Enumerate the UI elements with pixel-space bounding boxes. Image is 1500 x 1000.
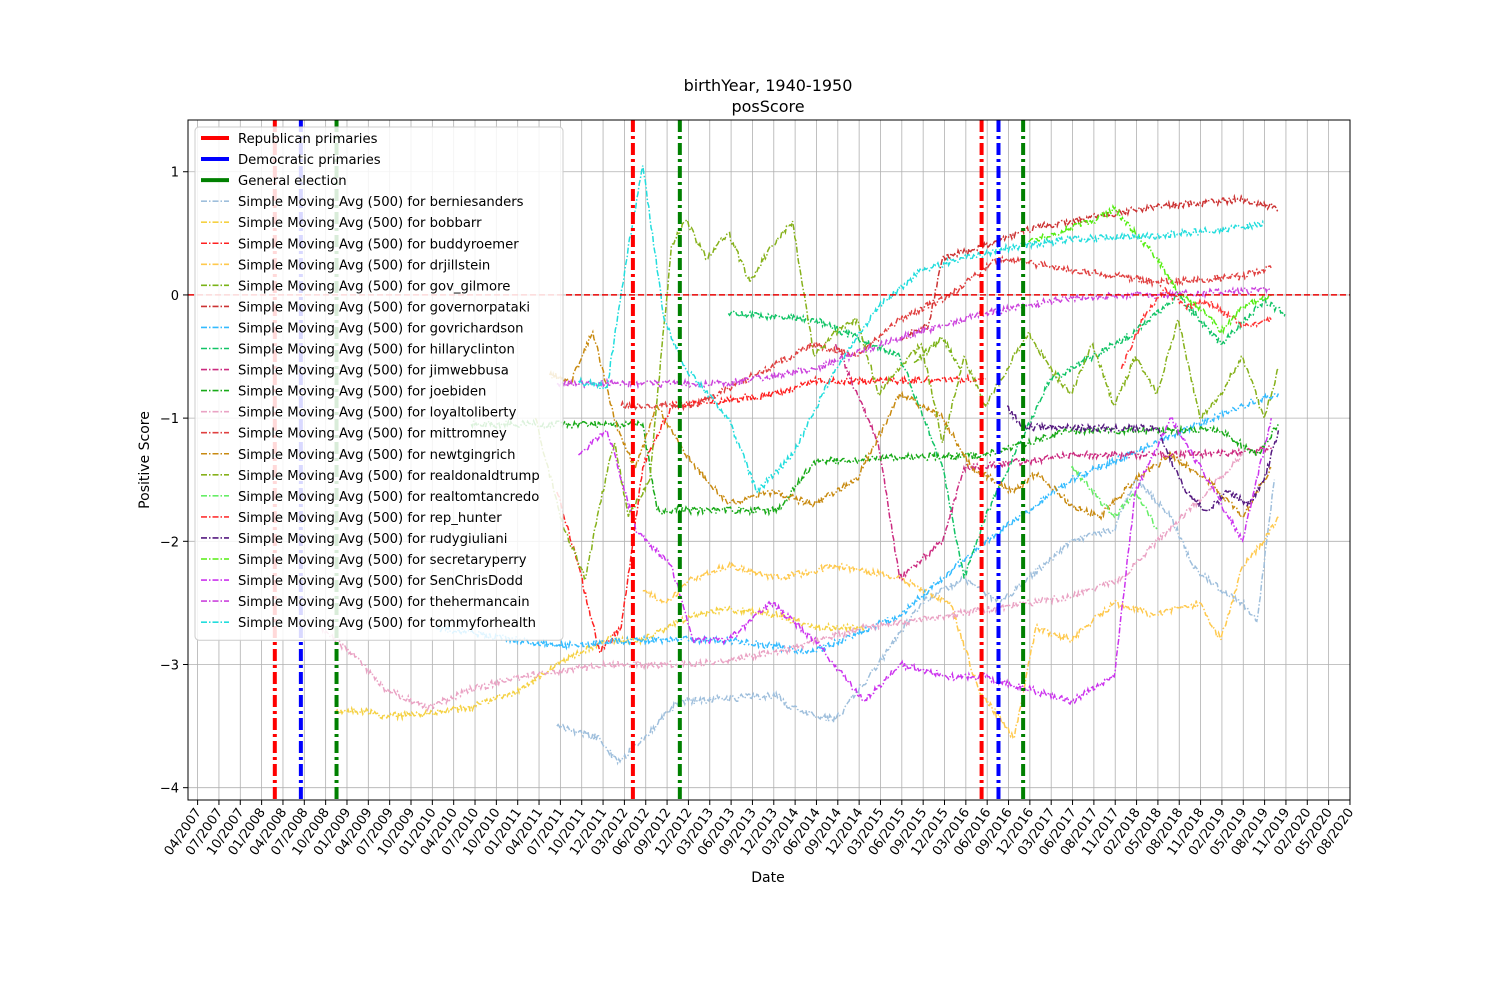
legend-label: Simple Moving Avg (500) for secretaryper… [238,553,527,568]
legend-label: Simple Moving Avg (500) for gov_gilmore [238,279,510,294]
chart-title: birthYear, 1940-1950 [684,76,853,95]
series-line: Simple Moving Avg (500) for governorpata… [899,193,1280,341]
y-axis-ticks: 1 0 −1 −2 −3 −4 [160,166,188,797]
legend-label: Simple Moving Avg (500) for bobbarr [238,216,482,231]
x-axis-label: Date [751,870,784,886]
y-axis-label: Positive Score [137,411,153,509]
legend-label: Simple Moving Avg (500) for newtgingrich [238,448,516,463]
y-tick-label: −4 [160,782,179,797]
series-line: Simple Moving Avg (500) for SenChrisDodd [577,417,1272,706]
legend-label: General election [238,174,347,189]
y-tick-label: 1 [171,166,179,181]
series-line: Simple Moving Avg (500) for rudygiuliani [1006,405,1280,513]
series-line: Simple Moving Avg (500) for loyaltoliber… [320,453,1243,712]
series-line: Simple Moving Avg (500) for realtomtancr… [1070,465,1158,530]
legend-box [194,126,564,641]
y-tick-label: 0 [171,289,179,304]
series-line: Simple Moving Avg (500) for secretaryper… [1027,203,1272,335]
legend-label: Simple Moving Avg (500) for drjillstein [238,258,490,273]
legend-label: Simple Moving Avg (500) for governorpata… [238,300,530,315]
legend-label: Simple Moving Avg (500) for realtomtancr… [238,490,539,505]
series-line: Simple Moving Avg (500) for jimwebbusa [834,344,1272,582]
legend-label: Simple Moving Avg (500) for tommyforheal… [238,616,536,631]
series-line: Simple Moving Avg (500) for tommyforheal… [577,165,1265,494]
series-line: Simple Moving Avg (500) for gov_gilmore [913,335,962,370]
series-line: Simple Moving Avg (500) for rep_hunter [1120,286,1272,370]
y-tick-label: −1 [160,412,179,427]
legend-label: Simple Moving Avg (500) for realdonaldtr… [238,469,540,484]
series-line: Simple Moving Avg (500) for buddyroemer [556,373,987,654]
x-axis-ticks: 04/200707/200710/200701/200804/200807/20… [162,800,1357,859]
legend-label: Simple Moving Avg (500) for govrichardso… [238,321,524,336]
legend-label: Simple Moving Avg (500) for berniesander… [238,195,524,210]
series-line: Simple Moving Avg (500) for govrichardso… [435,392,1280,656]
legend-label: Simple Moving Avg (500) for jimwebbusa [238,364,509,379]
series-line: Simple Moving Avg (500) for mittromney [620,254,1272,412]
series-line: Simple Moving Avg (500) for hillaryclint… [727,292,1287,579]
legend-label: Simple Moving Avg (500) for thehermancai… [238,595,530,610]
legend-label: Simple Moving Avg (500) for joebiden [238,385,486,400]
y-tick-label: −2 [160,535,179,550]
chart-subtitle: posScore [731,97,804,116]
legend-label: Simple Moving Avg (500) for mittromney [238,427,507,442]
legend-label: Republican primaries [238,132,378,147]
plot-frame [187,119,1351,801]
legend-label: Simple Moving Avg (500) for buddyroemer [238,237,519,252]
series-line: Simple Moving Avg (500) for realdonaldtr… [534,218,1279,581]
legend-label: Simple Moving Avg (500) for SenChrisDodd [238,574,523,589]
legend-label: Simple Moving Avg (500) for rep_hunter [238,511,502,526]
legend: Republican primaries Democratic primaries… [194,126,564,641]
series-line: Simple Moving Avg (500) for drjillstein [642,516,1279,740]
series-line: Simple Moving Avg (500) for thehermancai… [556,285,1272,390]
series-layer: Simple Moving Avg (500) for berniesander… [320,165,1287,766]
series-line: Simple Moving Avg (500) for berniesander… [556,478,1276,766]
y-tick-label: −3 [160,658,179,673]
legend-label: Simple Moving Avg (500) for rudygiuliani [238,532,507,547]
series-line: Simple Moving Avg (500) for newtgingrich [548,329,1272,521]
legend-label: Simple Moving Avg (500) for hillaryclint… [238,343,515,358]
legend-label: Democratic primaries [238,153,381,168]
legend-label: Simple Moving Avg (500) for loyaltoliber… [238,406,517,421]
